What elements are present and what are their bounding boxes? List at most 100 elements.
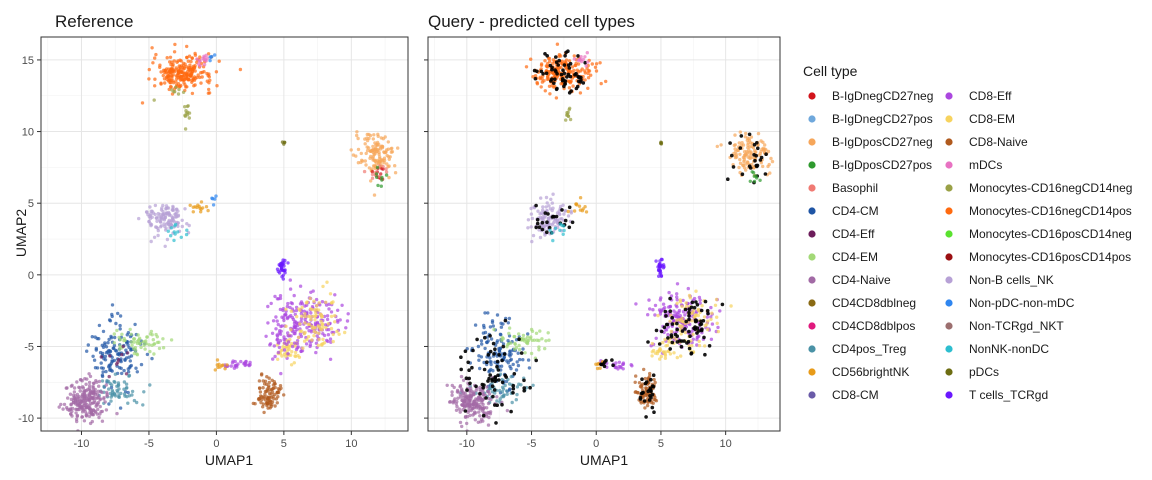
data-point <box>752 174 756 178</box>
data-point <box>114 321 118 326</box>
data-point <box>133 346 138 350</box>
data-point <box>329 301 334 305</box>
data-point <box>193 83 197 87</box>
data-point <box>580 209 585 213</box>
data-point <box>199 200 204 204</box>
data-point <box>522 378 526 383</box>
grid <box>41 37 408 431</box>
data-point <box>148 205 152 209</box>
data-point <box>286 340 291 344</box>
data-point <box>387 175 391 180</box>
data-point <box>142 390 146 394</box>
data-point <box>761 140 765 144</box>
data-point <box>474 402 479 406</box>
data-point <box>169 226 174 230</box>
data-point <box>474 404 479 409</box>
data-point <box>474 388 478 392</box>
data-point <box>677 308 682 313</box>
data-point <box>497 352 501 357</box>
data-point <box>303 321 307 325</box>
data-point <box>185 222 189 226</box>
data-point <box>87 380 92 385</box>
data-point <box>554 214 559 219</box>
data-point <box>500 402 504 407</box>
data-point <box>273 404 277 408</box>
data-point <box>176 71 180 76</box>
data-point <box>691 332 695 337</box>
data-point <box>696 313 700 318</box>
data-point <box>683 327 687 331</box>
data-point <box>572 57 577 61</box>
data-point <box>100 419 105 423</box>
data-point <box>566 69 571 73</box>
data-point <box>303 304 307 308</box>
data-point <box>621 362 625 366</box>
data-point <box>706 319 710 323</box>
data-point <box>153 56 157 60</box>
data-point <box>185 44 189 49</box>
data-point <box>119 391 123 396</box>
data-point <box>111 346 115 350</box>
data-point <box>512 372 517 376</box>
data-point <box>586 60 590 64</box>
data-point <box>381 164 385 169</box>
data-point <box>379 172 383 176</box>
data-point <box>144 339 148 343</box>
data-point <box>305 337 309 342</box>
data-point <box>716 329 720 334</box>
data-point <box>373 159 377 163</box>
data-point <box>370 148 375 152</box>
data-point <box>470 402 475 406</box>
data-point <box>296 353 300 358</box>
data-point <box>667 305 671 309</box>
data-point <box>198 59 202 63</box>
data-point <box>476 344 481 349</box>
data-point <box>474 384 478 389</box>
data-point <box>457 407 461 411</box>
data-point <box>117 387 121 391</box>
data-point <box>692 315 696 319</box>
data-point <box>172 59 176 63</box>
data-point <box>116 360 120 364</box>
data-point <box>189 73 193 78</box>
data-point <box>187 111 192 115</box>
data-point <box>176 59 180 63</box>
data-point <box>343 330 347 335</box>
data-point <box>482 367 487 372</box>
data-point <box>328 337 333 341</box>
data-point <box>483 330 488 335</box>
data-point <box>545 65 550 69</box>
data-point <box>377 174 381 179</box>
data-point <box>568 81 573 85</box>
data-point <box>683 330 688 335</box>
data-point <box>564 50 568 55</box>
legend-key <box>808 322 816 330</box>
data-point <box>714 297 719 302</box>
data-point <box>217 59 221 63</box>
data-point <box>643 376 647 381</box>
data-point <box>104 369 108 374</box>
data-point <box>229 364 233 368</box>
data-point <box>134 366 138 370</box>
data-point <box>186 59 190 63</box>
data-point <box>78 378 83 382</box>
data-point <box>193 69 197 73</box>
data-point <box>396 146 400 150</box>
data-point <box>313 314 317 319</box>
data-point <box>554 55 558 59</box>
data-point <box>529 327 534 332</box>
data-point <box>689 305 694 310</box>
data-point <box>485 412 489 416</box>
data-point <box>670 340 675 345</box>
data-point <box>455 390 460 394</box>
data-point <box>296 345 300 349</box>
y-tick-label: 5 <box>28 198 34 210</box>
data-point <box>126 401 130 405</box>
data-point <box>293 319 297 324</box>
data-point <box>700 327 704 332</box>
legend-key <box>808 92 816 100</box>
data-point <box>95 396 100 400</box>
data-point <box>367 166 372 170</box>
data-point <box>282 313 287 317</box>
data-point <box>124 372 129 376</box>
